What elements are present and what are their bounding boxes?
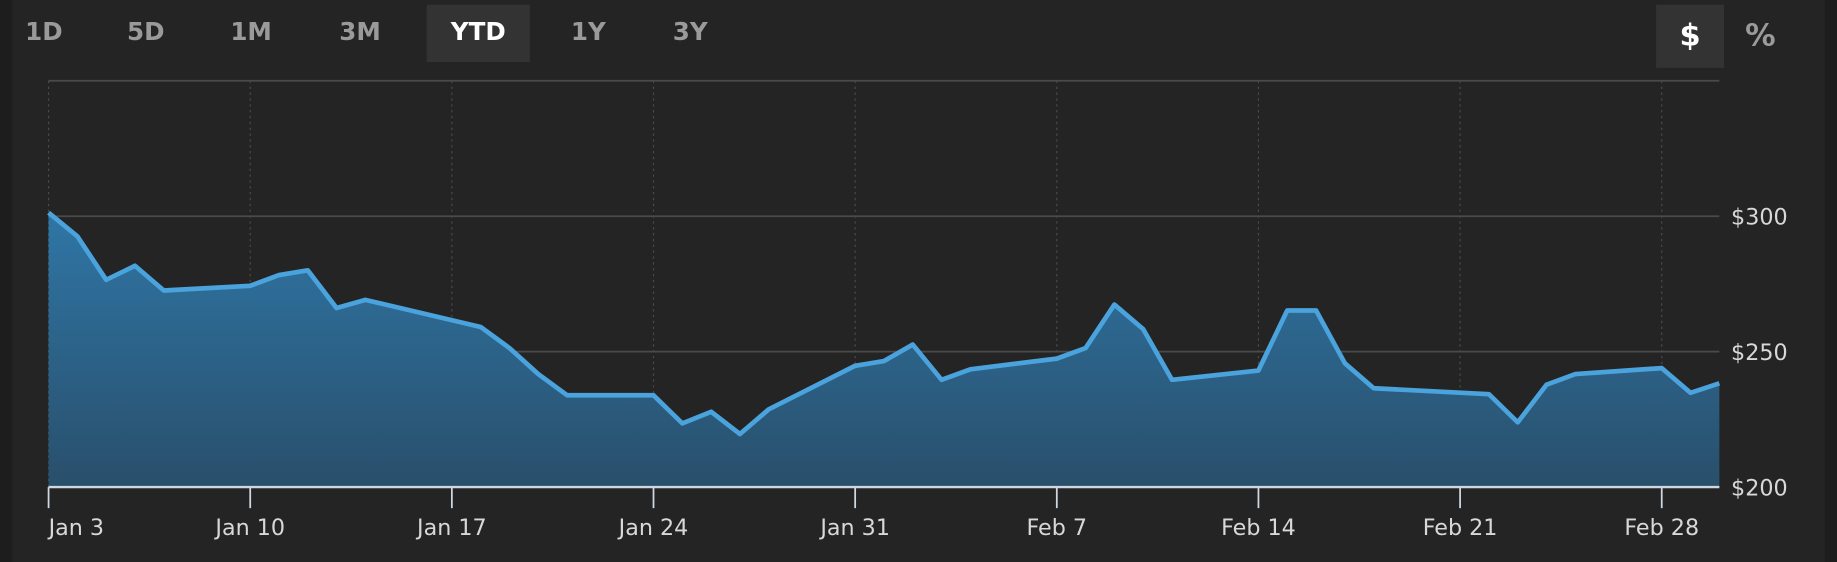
x-tick-label: Jan 17 — [415, 515, 487, 541]
y-tick-label: $250 — [1731, 340, 1788, 366]
area-fill — [48, 212, 1720, 488]
active-unit-bg — [1656, 4, 1725, 68]
range-tab[interactable]: 3M — [339, 17, 381, 46]
x-tick-label: Jan 24 — [617, 515, 689, 541]
x-tick-label: Jan 31 — [818, 515, 890, 541]
range-tab[interactable]: 5D — [127, 17, 165, 46]
chart: Jan 3 Jan 10 Jan 17 Jan 24 Jan 31 Feb 7 Feb 14… — [47, 79, 1788, 541]
range-tab[interactable]: 3Y — [673, 17, 709, 46]
y-tick-label: $200 — [1731, 475, 1788, 501]
y-tick-label: $300 — [1731, 204, 1788, 230]
range-tab[interactable]: 1Y — [571, 17, 607, 46]
range-tab[interactable]: 1M — [230, 17, 272, 46]
price-line — [47, 210, 1721, 437]
x-tick-label: Jan 3 — [47, 515, 104, 541]
x-tick-label: Feb 14 — [1221, 515, 1296, 541]
range-tab[interactable]: 1D — [25, 17, 63, 46]
x-tick-label: Feb 21 — [1423, 515, 1498, 541]
x-tick-label: Feb 7 — [1027, 515, 1088, 541]
active-tab-bg — [426, 4, 530, 63]
unit-toggle[interactable]: % — [1745, 19, 1776, 54]
unit-toggle[interactable]: $ — [1679, 19, 1700, 54]
range-tab[interactable]: YTD — [450, 17, 506, 46]
range-tabs: 1D 5D 1M 3M YTD 1Y 3Y $% — [25, 4, 1776, 68]
x-tick-label: Jan 10 — [213, 515, 285, 541]
x-tick-label: Feb 28 — [1624, 515, 1699, 541]
